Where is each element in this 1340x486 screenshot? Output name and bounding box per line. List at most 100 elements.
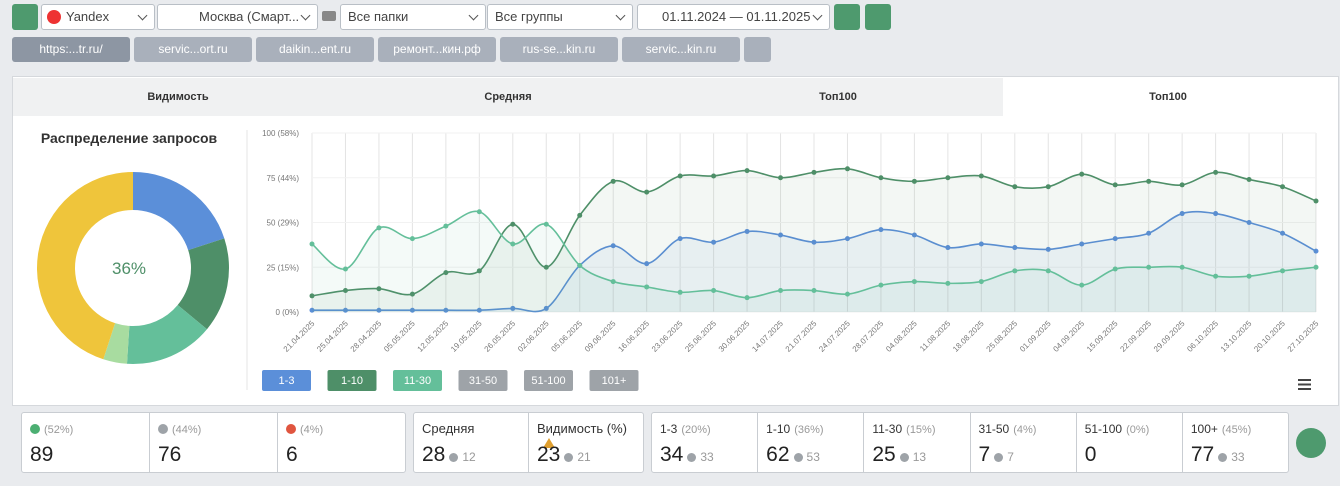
point bbox=[1045, 184, 1051, 190]
site-tab[interactable]: ремонт...кин.рф bbox=[378, 37, 496, 62]
point bbox=[744, 168, 750, 174]
delta-value: 12 bbox=[462, 450, 476, 464]
x-tick-label: 25.08.2025 bbox=[985, 319, 1020, 354]
point bbox=[878, 175, 884, 181]
view-tab[interactable]: Видимость bbox=[147, 91, 209, 103]
x-tick-label: 05.06.2025 bbox=[549, 319, 584, 354]
point bbox=[1012, 184, 1018, 190]
site-tab[interactable]: daikin...ent.ru bbox=[256, 37, 374, 62]
legend-button[interactable] bbox=[589, 370, 639, 391]
delta: 13 bbox=[899, 450, 926, 464]
point bbox=[309, 241, 315, 247]
x-tick-label: 24.07.2025 bbox=[817, 319, 852, 354]
y-tick-label: 100 (58%) bbox=[262, 129, 299, 138]
point bbox=[376, 225, 382, 231]
point bbox=[1213, 211, 1219, 217]
point bbox=[1213, 169, 1219, 175]
folders: Все папки bbox=[348, 9, 409, 24]
legend-label: 51-100 bbox=[531, 375, 565, 387]
point bbox=[711, 288, 717, 294]
legend-label: 1-3 bbox=[279, 375, 295, 387]
site-tab[interactable]: servic...kin.ru bbox=[622, 37, 740, 62]
view-tab[interactable]: Топ100 bbox=[819, 91, 857, 103]
share: (52%) bbox=[44, 424, 74, 436]
legend-button[interactable] bbox=[393, 370, 442, 391]
site-tab[interactable]: rus-se...kin.ru bbox=[500, 37, 618, 62]
delta: 33 bbox=[687, 450, 714, 464]
point bbox=[409, 291, 415, 297]
view-tab[interactable]: Средняя bbox=[484, 91, 532, 103]
date-select[interactable]: 01.11.2024 — 01.11.2025 bbox=[637, 4, 830, 30]
point bbox=[376, 286, 382, 292]
menu-icon[interactable] bbox=[1298, 383, 1311, 386]
share: (4%) bbox=[1013, 424, 1037, 436]
point bbox=[1146, 264, 1152, 270]
x-tick-label: 12.05.2025 bbox=[416, 319, 451, 354]
x-tick-label: 20.10.2025 bbox=[1252, 319, 1287, 354]
value: 62 bbox=[766, 443, 790, 466]
x-tick-label: 22.09.2025 bbox=[1118, 319, 1153, 354]
value: 25 bbox=[872, 443, 896, 466]
delta-icon bbox=[793, 453, 803, 462]
point bbox=[711, 173, 717, 179]
point bbox=[644, 189, 650, 195]
search-engine-select[interactable]: Yandex bbox=[41, 4, 155, 30]
point bbox=[711, 239, 717, 245]
refresh-button[interactable] bbox=[12, 4, 38, 30]
delta: 33 bbox=[1218, 450, 1245, 464]
legend-button[interactable] bbox=[524, 370, 573, 391]
site-tab[interactable]: servic...ort.ru bbox=[134, 37, 252, 62]
x-tick-label: 25.06.2025 bbox=[683, 319, 718, 354]
point bbox=[309, 293, 315, 299]
point bbox=[811, 169, 817, 175]
summary-cell: (4%) 6 bbox=[278, 413, 405, 472]
export-button[interactable] bbox=[865, 4, 891, 30]
point bbox=[677, 173, 683, 179]
settings-button[interactable] bbox=[834, 4, 860, 30]
point bbox=[844, 166, 850, 172]
flag-button[interactable] bbox=[744, 37, 771, 62]
point bbox=[476, 307, 482, 313]
x-tick-label: 23.06.2025 bbox=[650, 319, 685, 354]
region-select[interactable]: Москва (Смарт... bbox=[157, 4, 318, 30]
point bbox=[1179, 264, 1185, 270]
view-tab[interactable]: Топ100 bbox=[1003, 78, 1333, 116]
point bbox=[476, 209, 482, 215]
menu-icon[interactable] bbox=[1298, 379, 1311, 381]
x-tick-label: 28.04.2025 bbox=[349, 319, 384, 354]
legend-button[interactable] bbox=[327, 370, 377, 391]
x-tick-label: 09.06.2025 bbox=[583, 319, 618, 354]
point bbox=[1280, 184, 1286, 190]
scroll-top-button[interactable] bbox=[1296, 428, 1326, 458]
x-tick-label: 28.07.2025 bbox=[851, 319, 886, 354]
count: 6 bbox=[286, 443, 298, 466]
series-area bbox=[312, 168, 1316, 312]
value: 0 bbox=[1084, 443, 1097, 466]
point bbox=[543, 221, 549, 227]
share: (20%) bbox=[681, 424, 711, 436]
point bbox=[610, 279, 616, 285]
point bbox=[409, 236, 415, 242]
point bbox=[1313, 248, 1319, 254]
point bbox=[1012, 268, 1018, 274]
point bbox=[744, 228, 750, 234]
summary-card: (52%) 89 (44%) 76 (4%) 6 bbox=[21, 412, 406, 473]
delta-value: 7 bbox=[1007, 450, 1014, 464]
point bbox=[911, 279, 917, 285]
folders-select[interactable]: Все папки bbox=[340, 4, 486, 30]
point bbox=[443, 223, 449, 229]
region: Москва (Смарт... bbox=[199, 9, 300, 24]
menu-icon[interactable] bbox=[1298, 388, 1311, 390]
legend-button[interactable] bbox=[458, 370, 508, 391]
site-tab[interactable]: https:...tr.ru/ bbox=[12, 37, 130, 62]
point bbox=[610, 178, 616, 184]
y-tick-label: 75 (44%) bbox=[267, 174, 300, 183]
delta-value: 53 bbox=[806, 450, 820, 464]
point bbox=[878, 282, 884, 288]
legend-label: 11-30 bbox=[404, 375, 431, 387]
count: 89 bbox=[30, 443, 54, 466]
count: 76 bbox=[158, 443, 182, 466]
legend-button[interactable] bbox=[262, 370, 311, 391]
groups-select[interactable]: Все группы bbox=[487, 4, 633, 30]
point bbox=[309, 307, 315, 313]
